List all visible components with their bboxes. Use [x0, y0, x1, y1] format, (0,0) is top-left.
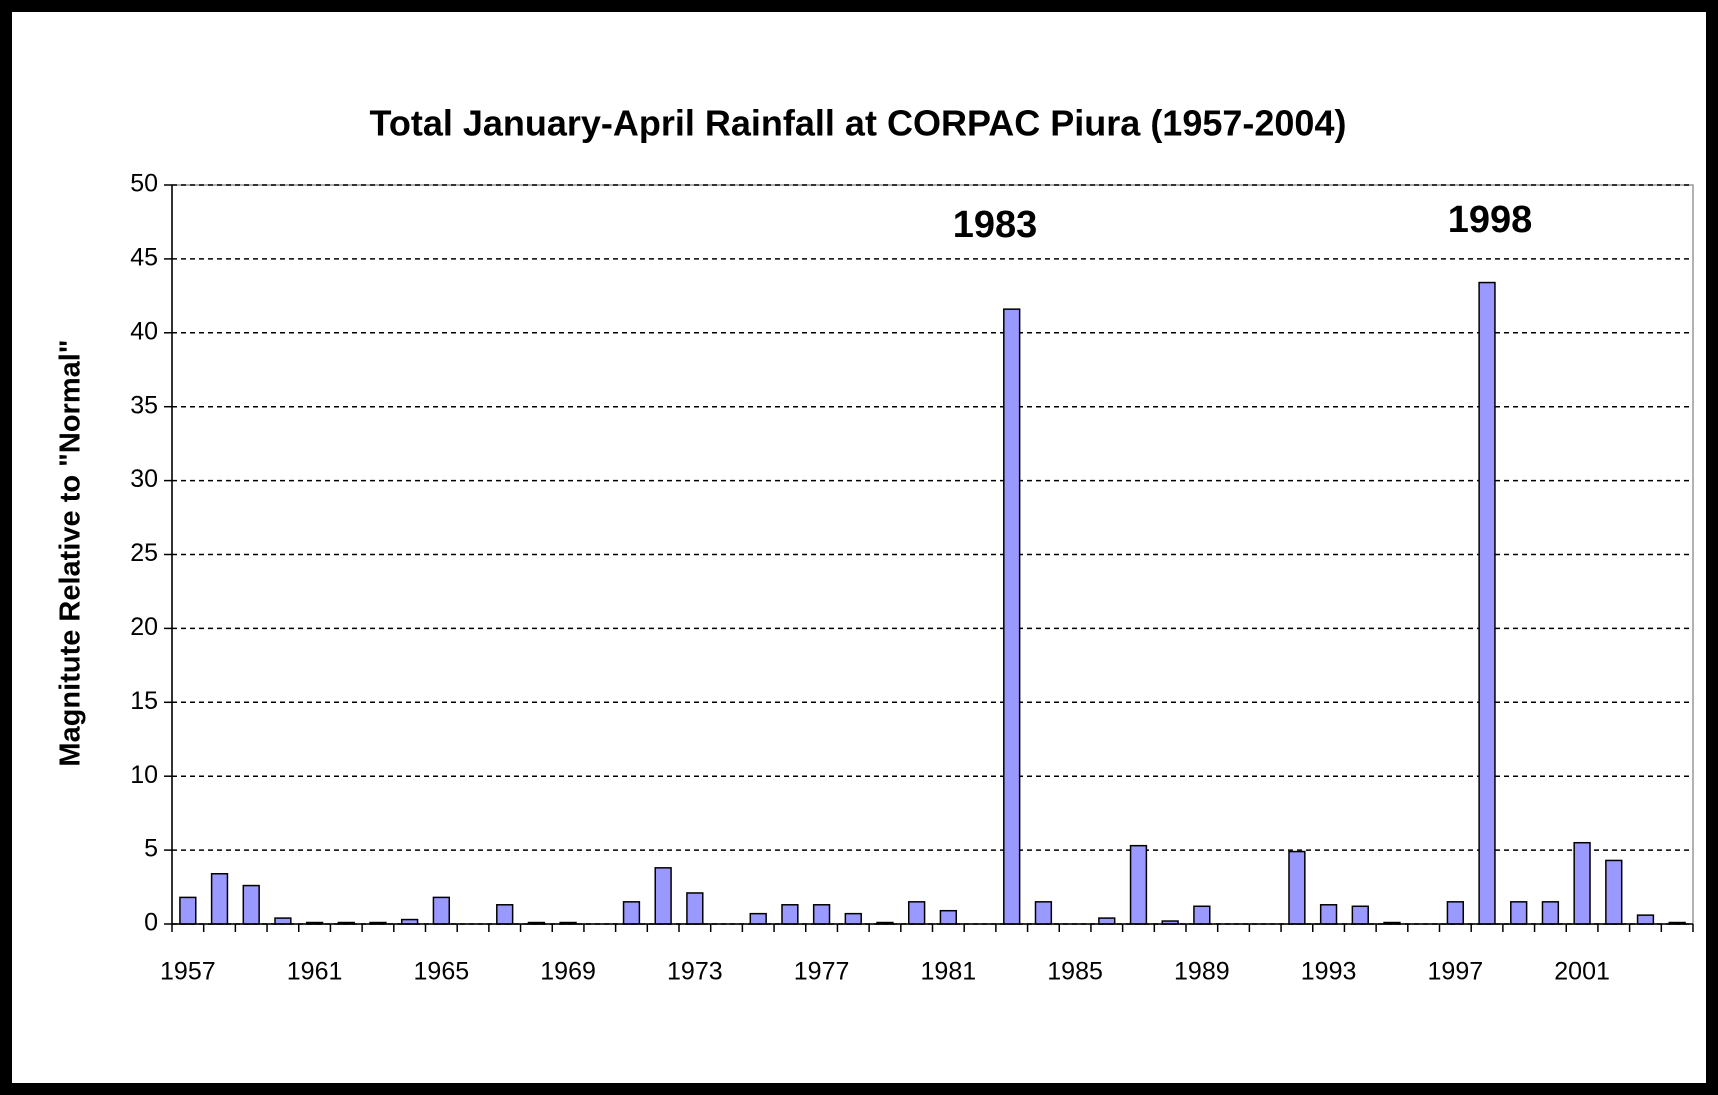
bar: [844, 912, 862, 925]
bar: [654, 867, 672, 925]
bar: [242, 884, 260, 925]
x-tick-label: 1997: [1428, 958, 1484, 986]
annotation: 1983: [953, 204, 1038, 246]
bar: [432, 896, 451, 925]
bar: [1636, 914, 1655, 925]
y-tick-label: 40: [130, 317, 158, 345]
bar: [179, 896, 197, 925]
bar: [1478, 281, 1496, 925]
y-axis-label: Magnitute Relative to "Normal": [55, 339, 87, 766]
bar: [1573, 841, 1591, 925]
y-tick-label: 45: [130, 244, 158, 272]
y-tick-label: 10: [130, 761, 158, 789]
bar: [907, 901, 926, 925]
bar: [1288, 850, 1306, 925]
bar: [1319, 904, 1338, 925]
y-tick-label: 35: [130, 391, 158, 419]
y-tick-label: 25: [130, 539, 158, 567]
x-tick-label: 2001: [1554, 958, 1610, 986]
y-tick-label: 20: [130, 613, 158, 641]
bar: [1034, 901, 1053, 925]
bar: [1193, 905, 1211, 925]
bar: [496, 904, 514, 925]
y-tick-label: 5: [144, 835, 158, 863]
bar: [749, 912, 767, 925]
bar: [1541, 901, 1560, 925]
bar: [686, 892, 704, 925]
bar: [812, 904, 831, 925]
x-tick-label: 1969: [540, 958, 596, 986]
bar: [210, 872, 229, 925]
bar: [1605, 859, 1623, 925]
y-tick-label: 0: [144, 909, 158, 937]
bar: [1003, 308, 1021, 925]
x-tick-label: 1957: [160, 958, 216, 986]
chart-title: Total January-April Rainfall at CORPAC P…: [370, 103, 1347, 144]
bar: [622, 901, 641, 925]
bar: [1446, 901, 1465, 925]
bar: [1129, 844, 1148, 925]
x-tick-label: 1989: [1174, 958, 1230, 986]
x-tick-label: 1985: [1047, 958, 1103, 986]
bar: [939, 909, 958, 925]
bar: [1351, 905, 1369, 925]
x-tick-label: 1993: [1301, 958, 1357, 986]
y-tick-label: 50: [130, 170, 158, 198]
x-tick-label: 1981: [921, 958, 977, 986]
bar: [781, 904, 799, 925]
bar: [1510, 901, 1528, 925]
bar: [274, 917, 292, 925]
y-tick-label: 30: [130, 465, 158, 493]
x-tick-label: 1961: [287, 958, 343, 986]
x-tick-label: 1973: [667, 958, 723, 986]
x-tick-label: 1977: [794, 958, 850, 986]
x-tick-label: 1965: [414, 958, 470, 986]
y-tick-label: 15: [130, 687, 158, 715]
bar: [1098, 917, 1116, 925]
annotation: 1998: [1448, 199, 1533, 241]
